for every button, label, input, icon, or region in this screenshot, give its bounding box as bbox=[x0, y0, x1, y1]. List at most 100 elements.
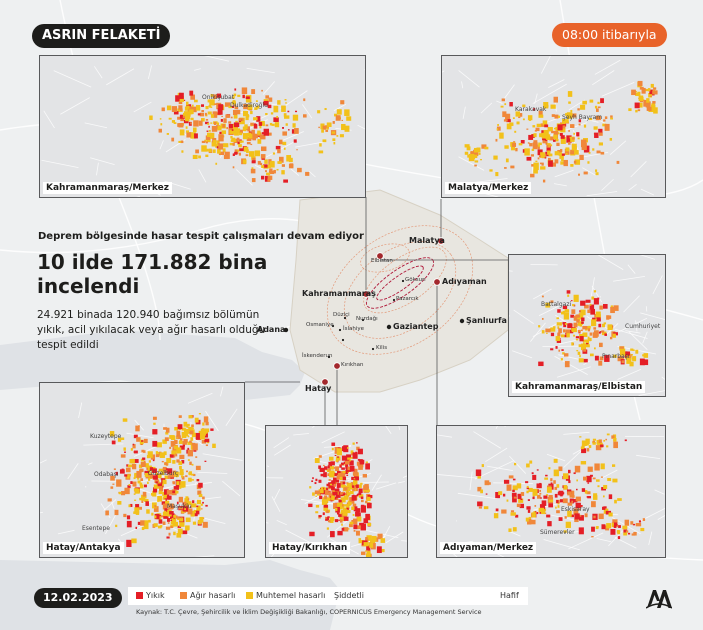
damage-patch bbox=[147, 481, 149, 484]
damage-patch bbox=[200, 503, 203, 506]
damage-patch bbox=[593, 515, 596, 519]
damage-patch bbox=[185, 101, 189, 106]
damage-patch bbox=[232, 166, 235, 169]
damage-patch bbox=[550, 144, 553, 147]
damage-patch bbox=[558, 328, 562, 334]
damage-patch bbox=[179, 520, 185, 527]
damage-patch bbox=[353, 518, 358, 525]
damage-patch bbox=[282, 126, 284, 129]
damage-patch bbox=[643, 359, 649, 366]
damage-patch bbox=[314, 482, 317, 485]
damage-patch bbox=[352, 488, 355, 492]
damage-patch bbox=[352, 514, 355, 516]
damage-patch bbox=[534, 504, 537, 507]
damage-patch bbox=[499, 132, 504, 139]
damage-patch bbox=[331, 447, 334, 451]
damage-patch bbox=[183, 432, 189, 437]
damage-patch bbox=[178, 109, 181, 112]
damage-patch bbox=[192, 127, 197, 133]
damage-patch bbox=[582, 339, 587, 342]
damage-patch bbox=[539, 162, 543, 165]
damage-patch bbox=[172, 521, 179, 527]
damage-patch bbox=[589, 99, 594, 103]
damage-patch bbox=[582, 332, 588, 337]
damage-patch bbox=[556, 142, 560, 147]
damage-patch bbox=[245, 96, 250, 99]
damage-patch bbox=[197, 519, 202, 524]
damage-patch bbox=[210, 106, 213, 108]
damage-patch bbox=[365, 513, 370, 520]
damage-patch bbox=[198, 155, 201, 159]
damage-patch bbox=[339, 476, 343, 481]
damage-patch bbox=[360, 499, 364, 503]
damage-patch bbox=[553, 469, 559, 477]
damage-patch bbox=[254, 133, 258, 139]
damage-patch bbox=[179, 114, 185, 119]
damage-patch bbox=[548, 136, 553, 140]
damage-patch bbox=[596, 439, 600, 445]
damage-patch bbox=[234, 127, 238, 130]
damage-patch bbox=[638, 95, 644, 102]
damage-patch bbox=[617, 356, 623, 362]
damage-patch bbox=[564, 334, 568, 338]
damage-patch bbox=[567, 294, 570, 297]
damage-patch bbox=[579, 336, 584, 342]
damage-patch bbox=[154, 515, 157, 519]
damage-patch bbox=[624, 356, 627, 358]
damage-patch bbox=[357, 448, 363, 455]
damage-patch bbox=[608, 494, 613, 500]
damage-patch bbox=[170, 517, 177, 525]
damage-patch bbox=[276, 168, 279, 171]
damage-patch bbox=[547, 157, 551, 162]
damage-patch bbox=[544, 477, 549, 480]
damage-patch bbox=[591, 501, 596, 508]
damage-patch bbox=[578, 358, 584, 363]
damage-patch bbox=[262, 132, 266, 135]
damage-patch bbox=[305, 171, 310, 176]
damage-patch bbox=[522, 104, 526, 108]
damage-patch bbox=[196, 499, 202, 505]
damage-patch bbox=[185, 115, 190, 122]
damage-patch bbox=[334, 454, 337, 456]
street-line bbox=[558, 354, 579, 360]
damage-patch bbox=[284, 99, 287, 101]
damage-patch bbox=[117, 437, 122, 442]
street-line bbox=[586, 191, 618, 197]
damage-patch bbox=[131, 538, 137, 544]
damage-patch bbox=[173, 122, 177, 125]
damage-patch bbox=[169, 511, 174, 515]
damage-patch bbox=[212, 111, 218, 118]
damage-patch bbox=[231, 129, 234, 131]
damage-patch bbox=[126, 515, 131, 520]
damage-patch bbox=[573, 499, 578, 503]
damage-patch bbox=[567, 469, 571, 474]
damage-patch bbox=[237, 149, 240, 152]
damage-patch bbox=[551, 114, 555, 117]
damage-patch bbox=[593, 290, 597, 293]
damage-patch bbox=[179, 129, 185, 136]
damage-patch bbox=[234, 151, 238, 155]
damage-patch bbox=[497, 124, 499, 126]
damage-patch bbox=[329, 456, 334, 461]
damage-patch bbox=[354, 476, 359, 479]
damage-patch bbox=[232, 96, 235, 99]
damage-patch bbox=[251, 129, 255, 135]
damage-patch bbox=[248, 133, 253, 139]
damage-patch bbox=[613, 305, 619, 311]
damage-patch bbox=[550, 104, 556, 109]
damage-patch bbox=[205, 105, 209, 110]
damage-patch bbox=[160, 123, 163, 126]
street-line bbox=[553, 183, 567, 187]
damage-patch bbox=[346, 482, 349, 484]
damage-patch bbox=[544, 512, 547, 514]
damage-patch bbox=[117, 500, 122, 505]
damage-patch bbox=[192, 521, 197, 525]
damage-patch bbox=[253, 117, 258, 121]
damage-patch bbox=[179, 465, 182, 470]
damage-patch bbox=[600, 151, 605, 155]
damage-patch bbox=[258, 121, 263, 126]
damage-patch bbox=[554, 159, 559, 164]
street-line bbox=[136, 195, 141, 197]
damage-patch bbox=[233, 114, 238, 119]
damage-patch bbox=[157, 525, 162, 529]
